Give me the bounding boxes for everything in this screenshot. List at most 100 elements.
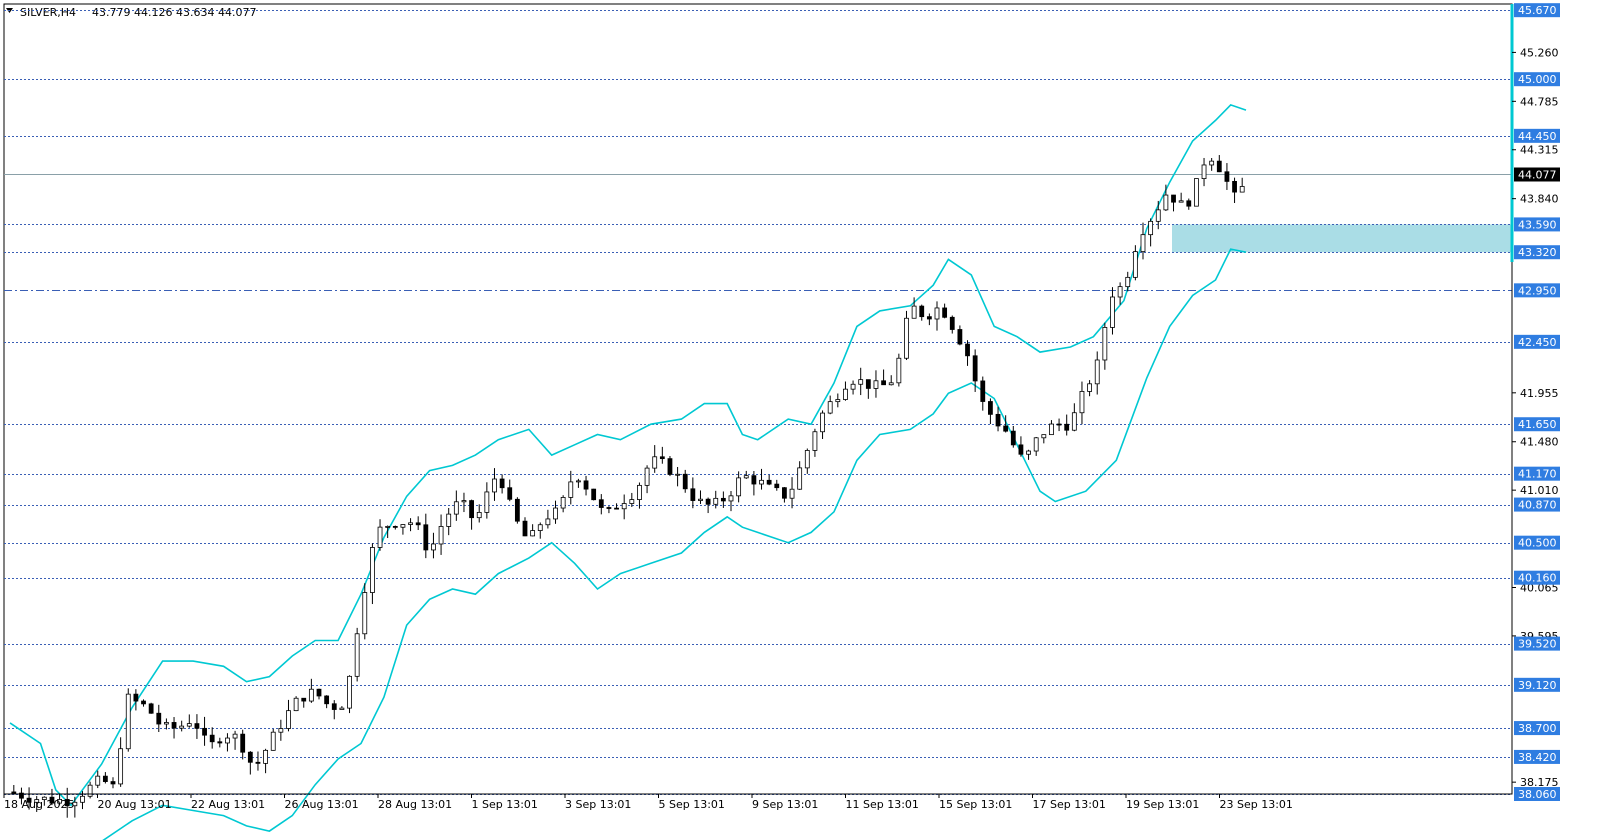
candle bbox=[713, 490, 719, 509]
candle bbox=[614, 503, 619, 510]
candle bbox=[194, 714, 200, 739]
candle bbox=[911, 297, 917, 319]
level-price-box bbox=[1514, 245, 1560, 260]
candle bbox=[492, 468, 497, 501]
candle bbox=[667, 456, 673, 477]
candle bbox=[225, 733, 230, 752]
candle bbox=[95, 770, 101, 789]
candle bbox=[1110, 287, 1115, 335]
support-zone bbox=[1172, 224, 1512, 253]
candle bbox=[1003, 415, 1009, 433]
candle bbox=[858, 367, 864, 396]
candle bbox=[370, 543, 375, 605]
candle bbox=[461, 492, 467, 513]
candle bbox=[820, 410, 825, 439]
candle bbox=[919, 304, 925, 321]
candle bbox=[41, 796, 47, 806]
candle bbox=[1064, 414, 1070, 436]
level-price-box bbox=[1514, 334, 1560, 349]
candle bbox=[1148, 218, 1154, 247]
candle bbox=[522, 517, 528, 537]
candle bbox=[652, 445, 658, 473]
candle bbox=[133, 689, 139, 711]
candle bbox=[171, 717, 177, 739]
time-tick-label: 18 Aug 2025 bbox=[4, 798, 74, 811]
candle bbox=[118, 737, 124, 787]
level-price-box bbox=[1514, 636, 1560, 651]
symbol-label: SILVER,H4 bbox=[20, 6, 76, 19]
current-price-label: 44.077 bbox=[1518, 169, 1557, 182]
candle bbox=[736, 471, 742, 503]
candle bbox=[690, 477, 696, 509]
candle bbox=[873, 370, 879, 398]
candle bbox=[377, 519, 383, 551]
candle bbox=[1071, 403, 1077, 432]
candle bbox=[1041, 434, 1047, 444]
candle bbox=[896, 353, 902, 387]
candle bbox=[301, 697, 307, 708]
candle bbox=[255, 751, 261, 771]
level-price-box bbox=[1514, 787, 1560, 801]
level-price-label: 40.500 bbox=[1518, 537, 1557, 550]
level-price-label: 38.060 bbox=[1518, 788, 1557, 801]
level-price-label: 45.000 bbox=[1518, 73, 1557, 86]
candle bbox=[606, 506, 612, 514]
price-tick-label: 41.010 bbox=[1520, 484, 1559, 497]
candle bbox=[774, 479, 780, 491]
candle bbox=[431, 532, 436, 559]
level-price-label: 44.450 bbox=[1518, 130, 1557, 143]
candle bbox=[1049, 420, 1054, 436]
candle bbox=[1094, 351, 1100, 395]
candle bbox=[751, 470, 757, 496]
level-price-box bbox=[1514, 417, 1560, 432]
candle bbox=[446, 507, 452, 536]
candle bbox=[1033, 436, 1039, 456]
level-price-box bbox=[1514, 128, 1560, 143]
price-tick-label: 43.840 bbox=[1520, 193, 1559, 206]
candle bbox=[782, 487, 787, 503]
candle bbox=[1239, 177, 1245, 193]
candle bbox=[698, 490, 703, 504]
candle bbox=[926, 313, 932, 326]
candle bbox=[1018, 436, 1024, 457]
candle bbox=[308, 678, 314, 703]
candle bbox=[87, 781, 93, 799]
bollinger-lower-band bbox=[102, 248, 1247, 840]
candle bbox=[232, 730, 238, 750]
time-tick-label: 23 Sep 13:01 bbox=[1220, 798, 1293, 811]
candle bbox=[560, 495, 566, 513]
candle bbox=[850, 380, 856, 395]
level-price-box bbox=[1514, 721, 1560, 736]
candle bbox=[339, 706, 345, 710]
candle bbox=[1117, 282, 1123, 305]
candle bbox=[72, 796, 78, 818]
time-tick-label: 28 Aug 13:01 bbox=[378, 798, 452, 811]
candle bbox=[949, 315, 955, 334]
candle bbox=[293, 696, 299, 712]
candle bbox=[530, 524, 536, 537]
candle bbox=[141, 699, 146, 707]
time-tick-label: 15 Sep 13:01 bbox=[939, 798, 1012, 811]
candle bbox=[263, 748, 268, 774]
current-price-box bbox=[1514, 167, 1560, 182]
time-tick-label: 20 Aug 13:01 bbox=[98, 798, 172, 811]
candle bbox=[576, 478, 581, 488]
candle bbox=[1140, 222, 1146, 260]
candle bbox=[156, 704, 162, 733]
candle bbox=[881, 369, 886, 386]
candle bbox=[1224, 163, 1230, 190]
candle bbox=[476, 504, 482, 523]
candle bbox=[1132, 245, 1138, 281]
candle bbox=[240, 729, 246, 760]
price-tick-label: 41.955 bbox=[1520, 387, 1559, 400]
level-price-box bbox=[1514, 72, 1560, 87]
candle bbox=[1216, 155, 1222, 173]
level-price-label: 41.650 bbox=[1518, 418, 1557, 431]
candle bbox=[209, 727, 215, 749]
level-price-label: 40.870 bbox=[1518, 499, 1557, 512]
chart-info-group: SILVER,H4 43.779 44.126 43.634 44.077 bbox=[6, 6, 256, 19]
candle bbox=[1056, 418, 1062, 432]
candle bbox=[186, 714, 192, 728]
level-price-box bbox=[1514, 283, 1560, 298]
